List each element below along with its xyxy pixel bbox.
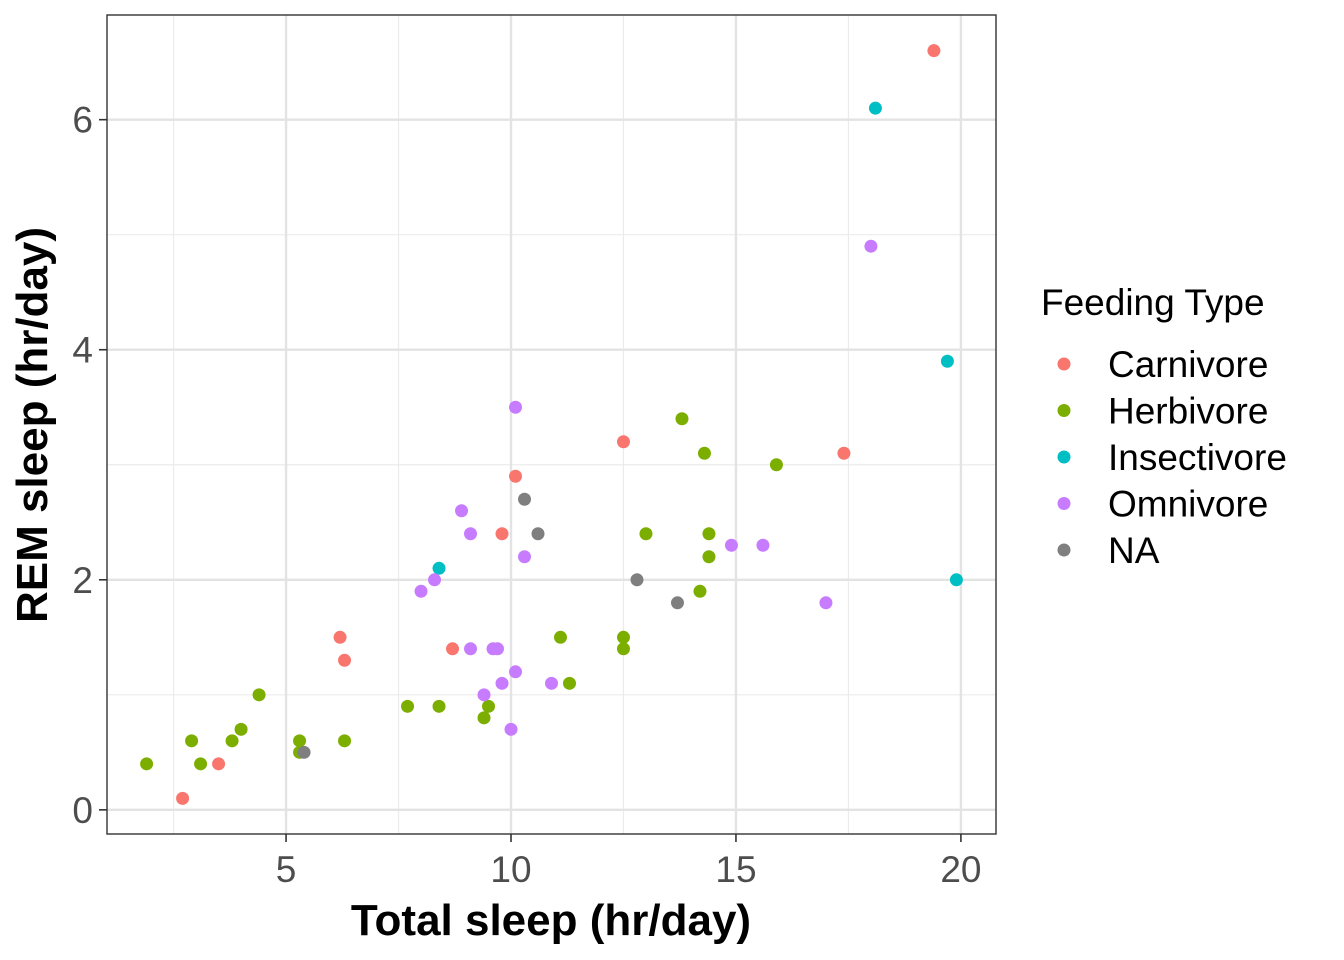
data-point-insectivore [940,354,954,368]
data-point-omnivore [477,688,491,702]
data-point-omnivore [464,642,478,656]
x-tick-label: 20 [940,849,981,890]
data-point-carnivore [446,642,460,656]
legend-label: NA [1108,530,1160,571]
data-point-na [630,573,644,587]
data-point-herbivore [616,642,630,656]
grid [107,15,996,834]
data-point-herbivore [477,711,491,725]
data-point-carnivore [616,435,630,449]
legend-title: Feeding Type [1041,282,1265,323]
data-point-omnivore [495,676,509,690]
data-point-herbivore [482,699,496,713]
data-point-insectivore [432,561,446,575]
y-tick-label: 0 [72,790,93,831]
y-tick-label: 6 [72,100,93,141]
data-point-herbivore [616,630,630,644]
y-axis-label: REM sleep (hr/day) [8,227,57,623]
data-point-herbivore [234,722,248,736]
data-point-herbivore [432,699,446,713]
data-point-herbivore [769,458,783,472]
legend-key-insectivore [1057,450,1071,464]
y-tick-label: 4 [72,330,93,371]
ticks: 5 10 15 20 0 2 4 6 [72,100,981,890]
data-point-omnivore [518,550,532,564]
x-tick-label: 5 [276,849,297,890]
data-point-herbivore [225,734,239,748]
data-point-herbivore [697,446,711,460]
data-point-herbivore [562,676,576,690]
data-point-herbivore [702,550,716,564]
data-point-herbivore [194,757,208,771]
legend-label: Herbivore [1108,391,1268,432]
points [140,44,963,805]
legend-key-herbivore [1057,404,1071,417]
data-point-carnivore [927,44,941,58]
data-point-carnivore [212,757,226,771]
data-point-omnivore [509,400,523,414]
data-point-insectivore [868,101,882,115]
data-point-carnivore [509,469,523,483]
x-tick-label: 15 [715,849,756,890]
data-point-na [297,745,311,759]
legend-label: Insectivore [1108,437,1287,478]
data-point-herbivore [675,412,689,426]
y-tick-label: 2 [72,560,93,601]
data-point-omnivore [756,538,770,552]
legend-label: Carnivore [1108,344,1268,385]
data-point-carnivore [837,446,851,460]
legend-label: Omnivore [1108,484,1268,525]
legend-key-na [1057,543,1071,557]
data-point-omnivore [864,239,878,253]
x-tick-label: 10 [490,849,531,890]
data-point-carnivore [333,630,347,644]
data-point-carnivore [495,527,509,541]
data-point-omnivore [464,527,478,541]
data-point-carnivore [176,791,190,805]
data-point-omnivore [455,504,469,518]
data-point-herbivore [140,757,154,771]
data-point-na [518,492,532,506]
data-point-herbivore [401,699,415,713]
data-point-omnivore [724,538,738,552]
data-point-na [531,527,545,541]
data-point-omnivore [414,584,428,598]
legend-key-carnivore [1057,357,1071,371]
data-point-herbivore [553,630,567,644]
data-point-omnivore [428,573,442,587]
data-point-herbivore [338,734,352,748]
data-point-omnivore [491,642,505,656]
data-point-omnivore [504,722,518,736]
data-point-carnivore [338,653,352,667]
data-point-omnivore [545,676,558,690]
data-point-herbivore [252,688,266,702]
data-point-insectivore [949,573,963,587]
data-point-herbivore [185,734,199,748]
data-point-herbivore [293,734,307,748]
data-point-herbivore [693,584,707,598]
panel-border [106,14,997,835]
legend-key-omnivore [1057,497,1071,510]
data-point-omnivore [509,665,523,679]
legend: Feeding Type Carnivore Herbivore Insectivo… [1041,282,1287,571]
data-point-herbivore [639,527,653,541]
data-point-herbivore [702,527,716,541]
data-point-omnivore [819,596,833,610]
x-axis-label: Total sleep (hr/day) [351,896,751,945]
data-point-na [670,596,684,610]
